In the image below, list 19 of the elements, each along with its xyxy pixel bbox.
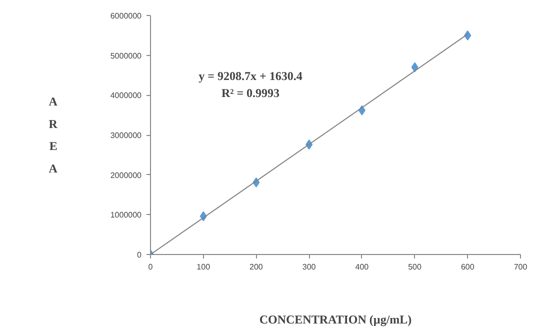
x-tick-label: 100	[196, 262, 211, 272]
annotation: y = 9208.7x + 1630.4 R² = 0.9993	[198, 69, 302, 100]
y-axis-title: AREA	[48, 94, 58, 176]
x-tick-label: 700	[514, 262, 528, 272]
x-tick-label: 0	[148, 262, 154, 272]
y-tick-label: 3000000	[110, 131, 142, 140]
y-tick-label: 2000000	[110, 170, 142, 180]
x-tick-label: 600	[460, 262, 475, 272]
y-tick-label: 1000000	[110, 210, 142, 220]
x-tick-label: 500	[408, 262, 422, 272]
point	[411, 62, 418, 72]
y-tick-label: 0	[137, 250, 142, 260]
x-axis-title: CONCENTRATION (µg/mL)	[259, 312, 412, 326]
x-tick-label: 300	[302, 262, 316, 272]
y-tick-label: 6000000	[110, 12, 142, 20]
x-tick-label: 400	[355, 262, 370, 272]
y-tick-label: 5000000	[110, 51, 142, 60]
x-tick-label: 200	[250, 262, 264, 272]
y-tick-label: 4000000	[110, 91, 142, 100]
